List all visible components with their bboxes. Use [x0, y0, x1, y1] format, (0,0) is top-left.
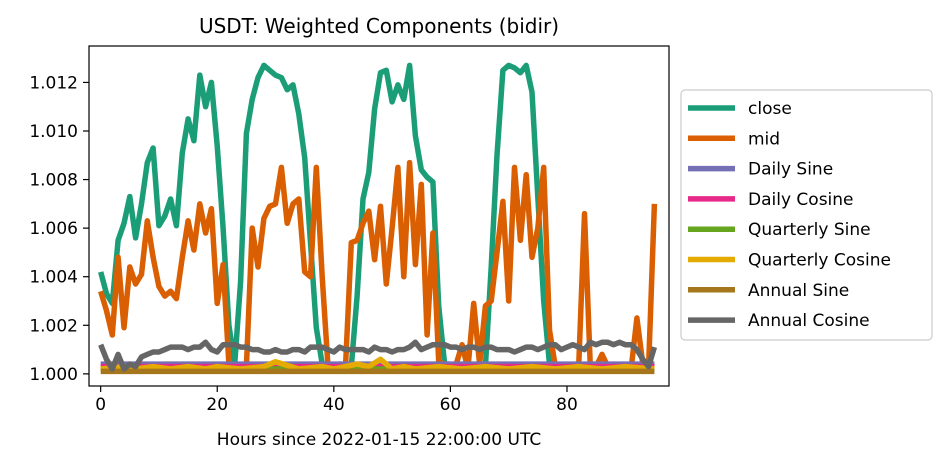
legend-label-annual-cosine: Annual Cosine	[748, 311, 870, 331]
legend: close mid Daily Sine Daily Cosine Quarterly …	[680, 89, 933, 341]
series-line-quarterly-cosine	[100, 356, 655, 372]
y-tick-label: 1.004	[29, 268, 78, 288]
y-tick-label: 1.012	[29, 73, 78, 93]
series-layer	[98, 62, 658, 375]
legend-label-daily-sine: Daily Sine	[748, 160, 833, 180]
x-tick-label: 0	[95, 395, 106, 415]
series-line-mid	[98, 159, 658, 372]
x-axis: 0 20 40 60 80	[95, 386, 578, 415]
x-tick-label: 60	[440, 395, 462, 415]
legend-label-daily-cosine: Daily Cosine	[748, 190, 854, 210]
legend-label-mid: mid	[748, 129, 780, 149]
legend-label-close: close	[748, 99, 792, 119]
y-axis: 1.000 1.002 1.004 1.006 1.008 1.010 1.012	[29, 73, 89, 385]
y-tick-label: 1.010	[29, 122, 78, 142]
x-tick-label: 80	[556, 395, 578, 415]
x-axis-label: Hours since 2022-01-15 22:00:00 UTC	[217, 430, 541, 450]
series-line-annual-cosine	[98, 339, 658, 372]
legend-label-quarterly-sine: Quarterly Sine	[748, 220, 871, 240]
y-tick-label: 1.008	[29, 171, 78, 191]
x-tick-label: 40	[323, 395, 345, 415]
y-tick-label: 1.000	[29, 365, 78, 385]
y-tick-label: 1.002	[29, 316, 78, 336]
x-tick-label: 20	[206, 395, 228, 415]
plot-frame	[88, 45, 670, 387]
chart-title: USDT: Weighted Components (bidir)	[199, 14, 559, 38]
y-tick-label: 1.006	[29, 219, 78, 239]
legend-box	[680, 89, 933, 341]
legend-label-annual-sine: Annual Sine	[748, 281, 849, 301]
legend-label-quarterly-cosine: Quarterly Cosine	[748, 251, 891, 271]
